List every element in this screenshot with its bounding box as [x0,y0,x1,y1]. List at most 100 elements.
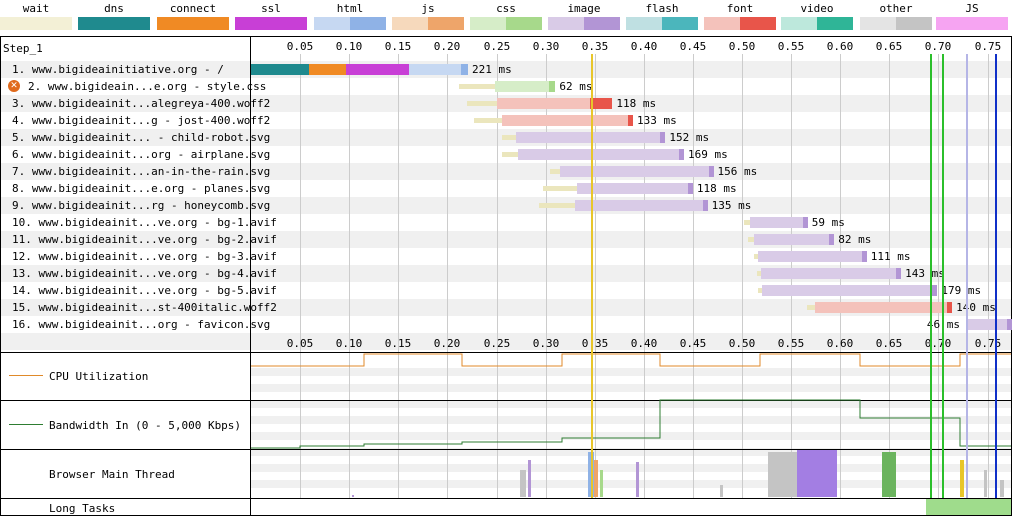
tick-label-top: 0.50 [728,40,756,53]
legend-swatch [78,17,150,30]
event-marker [591,54,593,498]
tick-label-top: 0.30 [532,40,560,53]
bar-download [627,115,633,126]
bandwidth-legend-line [9,424,43,425]
bar-ttfb [496,98,613,109]
tick-label-bottom: 0.65 [875,337,903,350]
tick-label-bottom: 0.10 [335,337,363,350]
tick-label-top: 0.35 [581,40,609,53]
bar-download [1007,319,1012,330]
main-thread-graph-area [1,449,1011,499]
legend-label: connect [169,2,217,15]
tick-label-bottom: 0.60 [826,337,854,350]
bar-download [549,81,556,92]
legend-label: css [496,2,516,15]
event-marker [966,54,968,498]
bar-phase-html [409,64,467,75]
legend-item-html: html [314,0,386,34]
bar-download [896,268,902,279]
legend-swatch [0,17,72,30]
gridline [595,54,596,498]
bandwidth-in-label: Bandwidth In (0 - 5,000 Kbps) [49,419,242,432]
gridline [447,54,448,498]
event-marker [930,54,932,498]
row-background [1,299,1011,316]
tick-label-bottom: 0.05 [286,337,314,350]
tick-label-top: 0.70 [924,40,952,53]
row-background [1,333,1011,350]
legend-swatch [157,17,229,30]
legend-label: video [800,2,834,15]
legend-item-font: font [704,0,776,34]
request-label: 16. www.bigideainit...org - favicon.svg [12,318,271,331]
bar-download [829,234,835,245]
graph-stripe [251,384,1011,392]
gridline [349,54,350,498]
bar-ttfb [749,217,808,228]
tick-label-bottom: 0.75 [974,337,1002,350]
legend-item-dns: dns [78,0,150,34]
bar-download [660,132,666,143]
legend-item-image: image [548,0,620,34]
tick-label-top: 0.15 [384,40,412,53]
legend-item-wait: wait [0,0,72,34]
legend-label: html [336,2,364,15]
tick-label-bottom: 0.35 [581,337,609,350]
bar-wait [756,271,761,276]
gridline [988,54,989,498]
gridline [693,54,694,498]
request-duration: 59 ms [811,216,845,229]
request-duration: 135 ms [711,199,752,212]
bar-ttfb [494,81,556,92]
bar-ttfb [560,166,714,177]
bar-ttfb [577,183,693,194]
tick-label-top: 0.05 [286,40,314,53]
tick-label-bottom: 0.40 [630,337,658,350]
cpu-legend-line [9,375,43,376]
tick-label-bottom: 0.30 [532,337,560,350]
graph-stripe [251,368,1011,376]
legend-swatch [314,17,386,30]
bar-ttfb [502,115,633,126]
request-label: 10. www.bigideainit...ve.org - bg-1.avif [12,216,277,229]
bar-phase-connect [309,64,346,75]
request-duration: 118 ms [696,182,737,195]
tick-label-bottom: 0.50 [728,337,756,350]
bar-download [947,302,953,313]
row-background [1,163,1011,180]
legend-label: flash [645,2,679,15]
tick-label-bottom: 0.15 [384,337,412,350]
gridline [300,54,301,498]
legend-swatch [860,17,932,30]
legend-item-js-execution: JS Execution [936,0,1008,34]
bar-download [679,149,685,160]
request-duration: 156 ms [717,165,758,178]
long-tasks-area [1,498,1011,516]
tick-label-top: 0.65 [875,40,903,53]
request-label: 12. www.bigideainit...ve.org - bg-3.avif [12,250,277,263]
tick-label-top: 0.40 [630,40,658,53]
bar-download [687,183,693,194]
row-background [1,265,1011,282]
legend-label: image [567,2,601,15]
bar-ttfb [575,200,708,211]
request-label: 14. www.bigideainit...ve.org - bg-5.avif [12,284,277,297]
request-duration: 221 ms [472,63,512,76]
bar-download [702,200,708,211]
bar-wait [502,135,517,140]
gridline [398,54,399,498]
request-duration: 179 ms [941,284,982,297]
legend-label: other [879,2,913,15]
legend-swatch [936,17,1008,30]
legend-swatch [704,17,776,30]
legend-swatch [781,17,853,30]
legend-item-connect: connect [157,0,229,34]
request-label: 15. www.bigideainit...st-400italic.woff2 [12,301,277,314]
bar-wait [474,118,503,123]
bar-wait [539,203,576,208]
tick-label-bottom: 0.25 [483,337,511,350]
legend-swatch [235,17,307,30]
bar-wait [743,220,750,225]
bar-wait [747,237,754,242]
gridline [938,54,939,498]
